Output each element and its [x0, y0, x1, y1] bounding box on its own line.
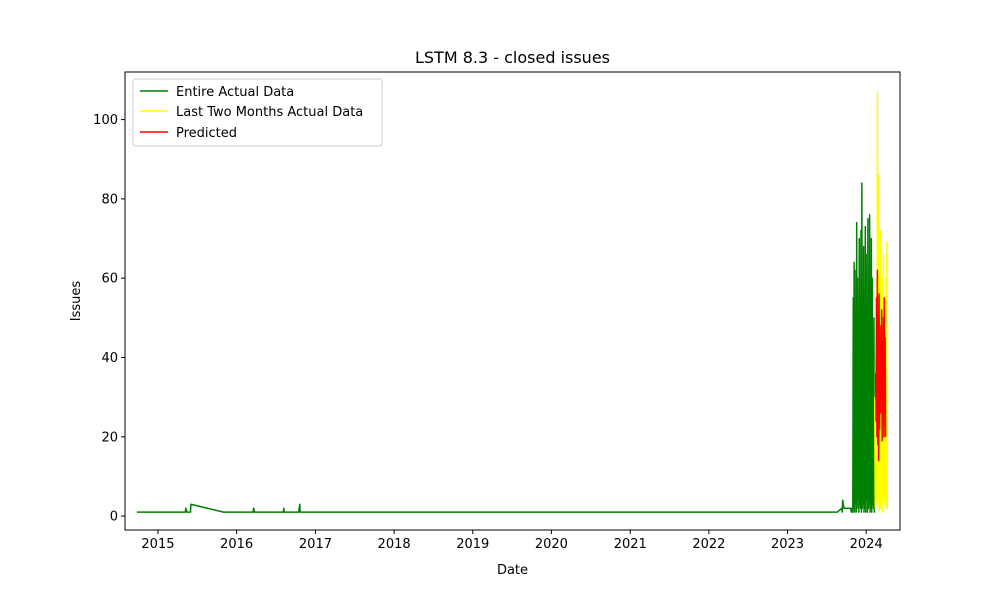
x-tick-label: 2016 — [220, 537, 253, 552]
x-tick-label: 2017 — [299, 537, 332, 552]
plot-layer — [136, 91, 889, 513]
y-tick-label: 20 — [101, 430, 118, 445]
x-tick-label: 2024 — [850, 537, 883, 552]
y-tick-label: 100 — [93, 113, 118, 128]
y-axis: 0 20 40 60 80 100 — [93, 113, 125, 525]
legend: Entire Actual Data Last Two Months Actua… — [132, 78, 383, 147]
series-line-0 — [136, 182, 876, 513]
x-tick-label: 2020 — [535, 537, 568, 552]
y-axis-label: Issues — [69, 281, 84, 322]
x-axis: 2015 2016 2017 2018 2019 2020 2021 2022 2023 2024 — [141, 530, 883, 552]
y-tick-label: 0 — [110, 510, 118, 525]
plot-frame — [124, 71, 901, 531]
x-tick-label: 2023 — [771, 537, 804, 552]
y-tick-label: 40 — [101, 351, 118, 366]
y-tick-label: 80 — [101, 192, 118, 207]
series-line-1 — [874, 91, 889, 513]
x-tick-label: 2018 — [378, 537, 411, 552]
legend-label-last-two-months: Last Two Months Actual Data — [176, 105, 363, 120]
x-tick-label: 2021 — [614, 537, 647, 552]
legend-label-entire: Entire Actual Data — [176, 85, 294, 100]
y-tick-label: 60 — [101, 272, 118, 287]
x-tick-label: 2019 — [456, 537, 489, 552]
x-axis-label: Date — [497, 563, 528, 578]
series-line-2 — [874, 269, 887, 462]
chart-title: LSTM 8.3 - closed issues — [415, 48, 610, 67]
x-tick-label: 2015 — [141, 537, 174, 552]
legend-label-predicted: Predicted — [176, 126, 237, 141]
x-tick-label: 2022 — [692, 537, 725, 552]
legend-box — [132, 78, 383, 147]
